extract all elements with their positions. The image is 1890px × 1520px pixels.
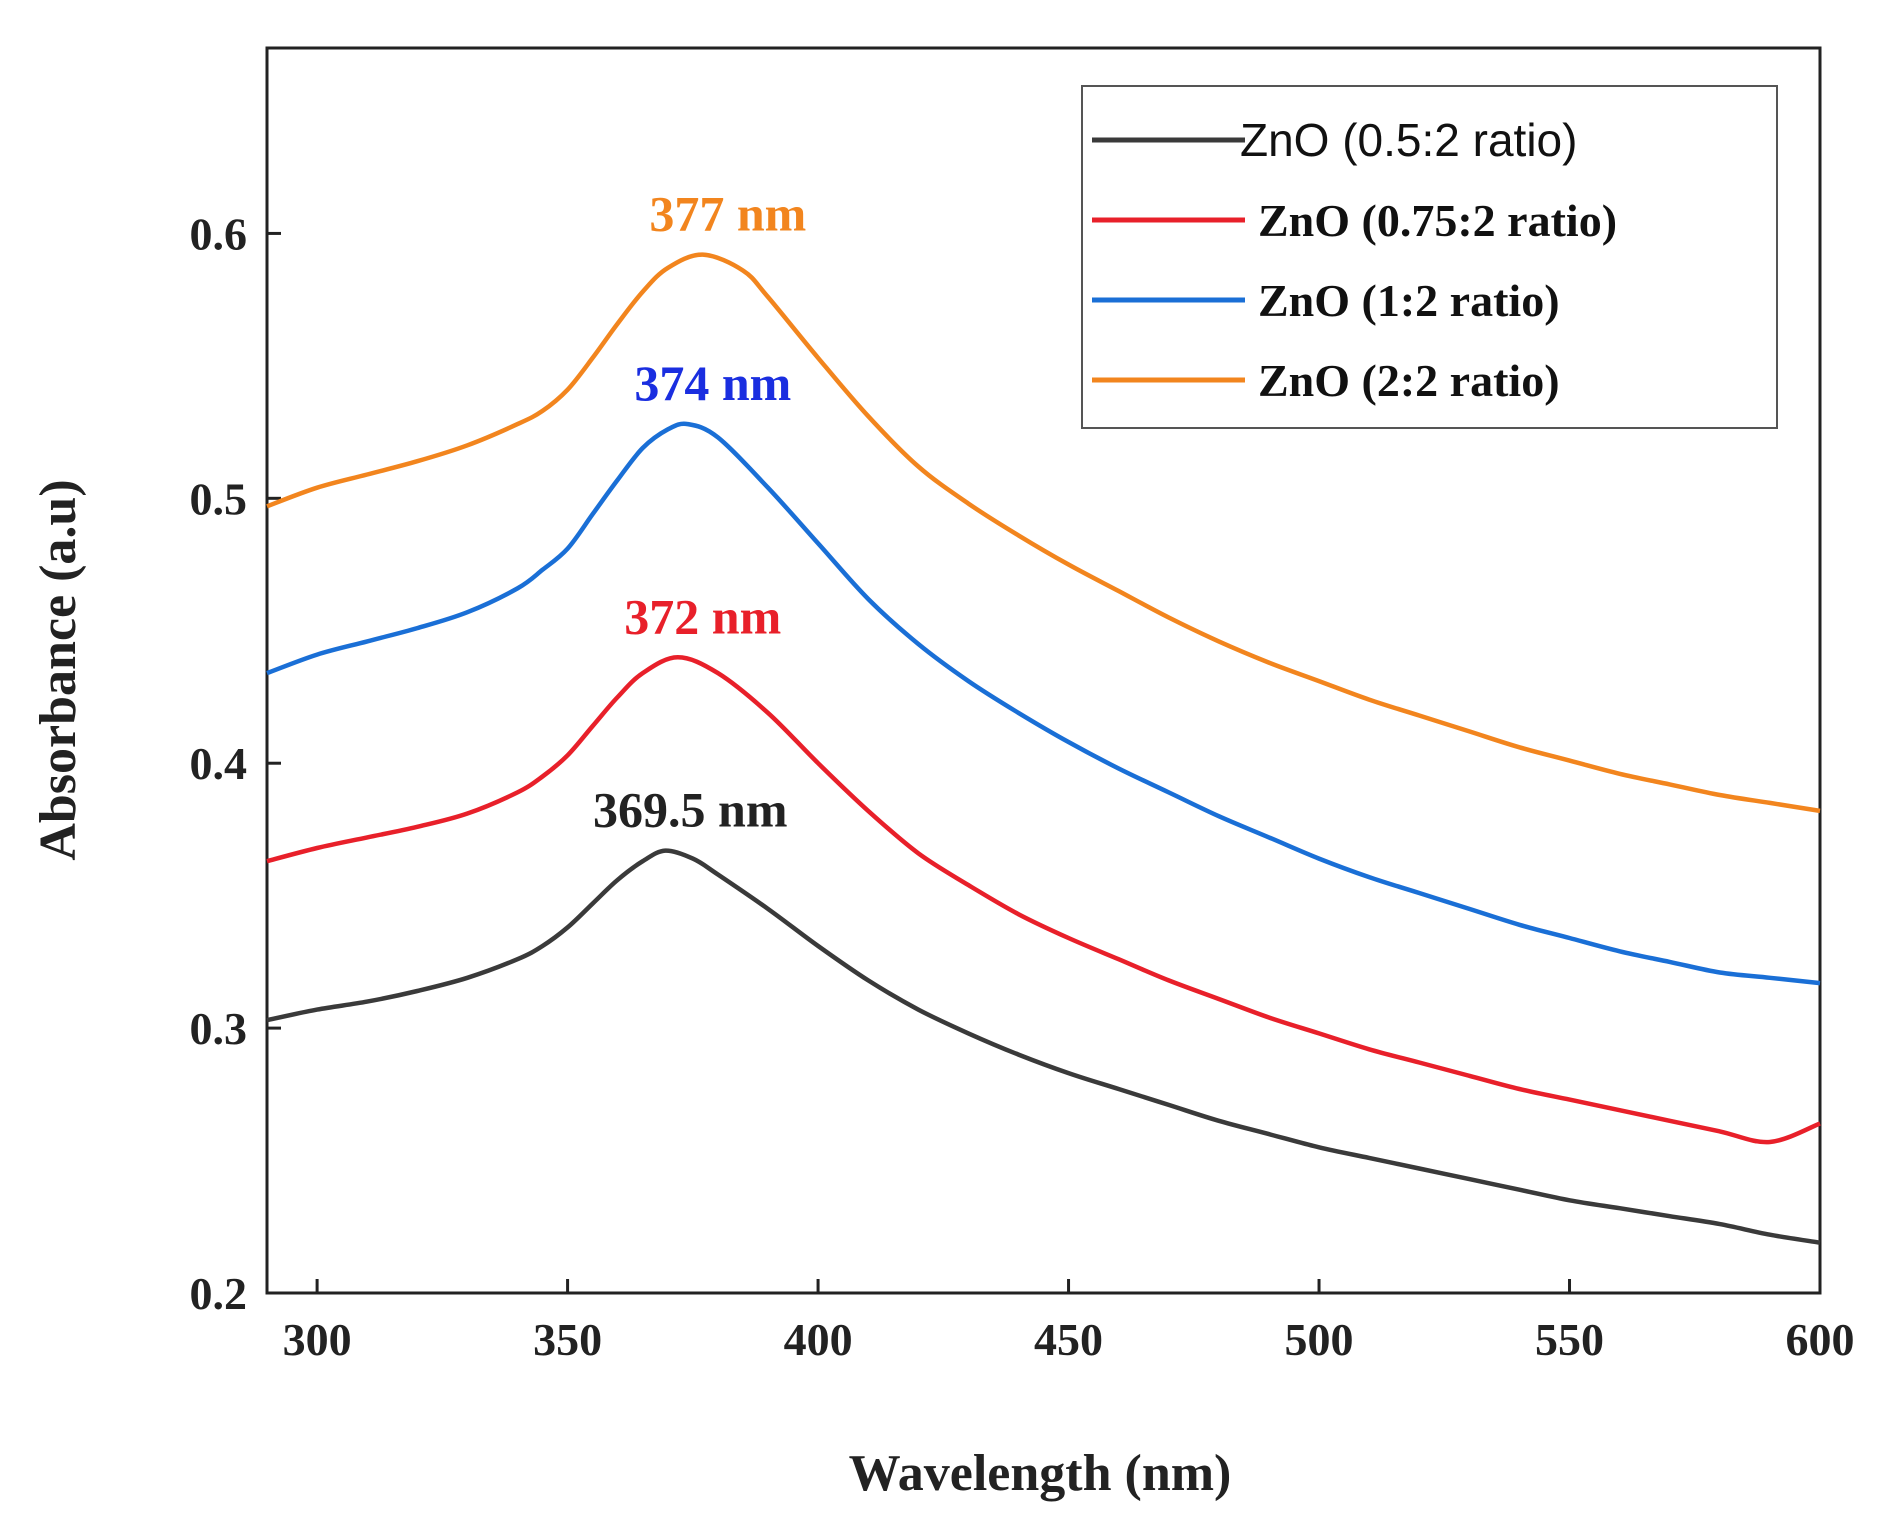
y-tick-label: 0.2 bbox=[190, 1268, 248, 1319]
plot-frame bbox=[265, 46, 1822, 1295]
series-line-1 bbox=[266, 848, 1821, 1245]
x-axis-ticks: 300 350 400 450 500 550 600 bbox=[283, 1279, 1855, 1365]
series-line-4 bbox=[266, 252, 1821, 814]
legend-items: ZnO (0.5:2 ratio) ZnO (0.75:2 ratio) ZnO (… bbox=[1092, 114, 1617, 406]
x-tick-label: 600 bbox=[1786, 1314, 1855, 1365]
y-tick-label: 0.6 bbox=[190, 208, 248, 259]
series-line-2 bbox=[266, 655, 1821, 1145]
peak-label: 377 nm bbox=[649, 186, 806, 242]
peak-label: 372 nm bbox=[624, 588, 781, 644]
x-tick-label: 300 bbox=[283, 1314, 352, 1365]
y-tick-label: 0.3 bbox=[190, 1003, 248, 1054]
y-tick-label: 0.5 bbox=[190, 473, 248, 524]
peak-annotations: 377 nm 374 nm 372 nm 369.5 nm bbox=[593, 186, 806, 838]
x-axis-title: Wavelength (nm) bbox=[849, 1445, 1232, 1502]
legend-label: ZnO (1:2 ratio) bbox=[1258, 275, 1560, 326]
y-axis-title: Absorbance (a.u) bbox=[30, 479, 87, 860]
series-layer bbox=[266, 252, 1821, 1245]
legend: ZnO (0.5:2 ratio) ZnO (0.75:2 ratio) ZnO (… bbox=[1081, 85, 1778, 429]
legend-label: ZnO (0.5:2 ratio) bbox=[1240, 114, 1577, 166]
y-axis-ticks: 0.2 0.3 0.4 0.5 0.6 bbox=[190, 208, 281, 1319]
x-tick-label: 550 bbox=[1535, 1314, 1604, 1365]
x-tick-label: 450 bbox=[1034, 1314, 1103, 1365]
y-tick-label: 0.4 bbox=[190, 738, 248, 789]
series-line-3 bbox=[266, 421, 1821, 986]
peak-label: 374 nm bbox=[634, 355, 791, 411]
x-tick-label: 400 bbox=[784, 1314, 853, 1365]
legend-label: ZnO (0.75:2 ratio) bbox=[1258, 195, 1617, 246]
peak-label: 369.5 nm bbox=[593, 782, 787, 838]
legend-label: ZnO (2:2 ratio) bbox=[1258, 355, 1560, 406]
x-tick-label: 500 bbox=[1285, 1314, 1354, 1365]
legend-box bbox=[1081, 85, 1778, 429]
x-tick-label: 350 bbox=[533, 1314, 602, 1365]
